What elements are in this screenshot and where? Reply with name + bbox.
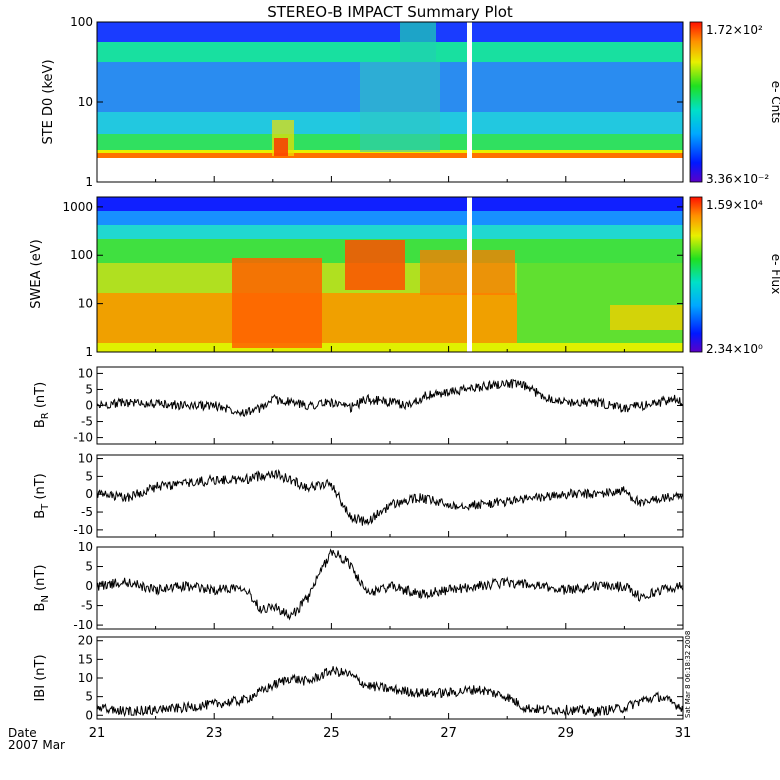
swea-colorbar-min: 2.34×10⁰ <box>706 342 763 356</box>
xtick-label: 23 <box>206 726 223 741</box>
ste-colorbar-label: e- Cnts <box>769 81 780 123</box>
swea-data-gap <box>467 197 472 352</box>
xtick-label: 27 <box>440 726 457 741</box>
ytick-label: 100 <box>70 15 93 29</box>
ytick-label: -5 <box>81 415 93 429</box>
xtick-label: 25 <box>323 726 340 741</box>
panel-swea: 1 10 100 1000 SWEA (eV) 1.59×10⁴ 2.34×10⁰ e… <box>29 196 780 359</box>
ytick-label: -5 <box>81 599 93 613</box>
ste-band-orange <box>97 153 683 158</box>
swea-yticks: 1 10 100 1000 <box>62 200 683 359</box>
bmag-series-line <box>97 666 683 718</box>
swea-hot-1 <box>232 258 322 348</box>
bmag-ylabel: IBI (nT) <box>33 654 48 701</box>
ytick-label: 1 <box>85 345 93 359</box>
swea-band-bottom <box>97 343 683 352</box>
ytick-label: 5 <box>85 560 93 574</box>
ste-data-gap <box>467 22 472 182</box>
ytick-label: 0 <box>85 399 93 413</box>
timestamp-stamp: Sat Mar 8 06:18:32 2008 <box>684 631 692 718</box>
br-yticks: -10 -5 0 5 10 <box>73 366 683 445</box>
ytick-label: 20 <box>78 634 93 648</box>
ytick-label: -10 <box>73 431 93 445</box>
ytick-label: 10 <box>78 540 93 554</box>
ytick-label: -10 <box>73 618 93 632</box>
panel-bn: -10 -5 0 5 10 BN (nT) <box>33 540 684 632</box>
swea-band-top <box>97 197 683 211</box>
br-series-line <box>97 378 683 418</box>
ytick-label: 10 <box>78 297 93 311</box>
date-label: Date <box>8 726 37 740</box>
panel-bt: -10 -5 0 5 10 BT (nT) <box>33 452 684 538</box>
ytick-label: 0 <box>85 487 93 501</box>
panel-br: -10 -5 0 5 10 BR (nT) <box>33 366 684 445</box>
x-axis-ticks: 21 23 25 27 29 31 <box>89 176 692 741</box>
ytick-label: 10 <box>78 95 93 109</box>
br-ylabel: BR (nT) <box>33 382 51 428</box>
xtick-label: 21 <box>89 726 106 741</box>
ytick-label: 0 <box>85 708 93 722</box>
xtick-label: 29 <box>558 726 575 741</box>
ste-colorbar-max: 1.72×10² <box>706 23 763 37</box>
ytick-label: 5 <box>85 690 93 704</box>
bn-series-line <box>97 548 683 621</box>
swea-quiet <box>517 263 683 343</box>
ste-enhancement-core <box>274 138 288 156</box>
swea-hot-2 <box>345 240 405 290</box>
bn-yticks: -10 -5 0 5 10 <box>73 540 683 632</box>
ytick-label: 10 <box>78 671 93 685</box>
ytick-label: -10 <box>73 523 93 537</box>
ste-colorbar <box>689 21 703 183</box>
ytick-label: 0 <box>85 579 93 593</box>
bmag-yticks: 0 5 10 15 20 <box>78 634 683 722</box>
swea-colorbar-max: 1.59×10⁴ <box>706 198 763 212</box>
swea-ylabel: SWEA (eV) <box>29 239 44 308</box>
panel-bmag: 0 5 10 15 20 IBI (nT) Sat Mar 8 06:18:32 200… <box>33 631 692 723</box>
ytick-label: 15 <box>78 652 93 666</box>
bt-series-line <box>97 468 683 526</box>
bt-yticks: -10 -5 0 5 10 <box>73 452 683 537</box>
year-month-label: 2007 Mar <box>8 738 65 752</box>
ste-yticks: 1 10 100 <box>70 15 683 189</box>
swea-colorbar-label: e- Flux <box>769 254 780 294</box>
panel-ste: 1 10 100 STE D0 (keV) 1.72×10² 3.36×10⁻² e… <box>41 15 780 189</box>
ytick-label: 5 <box>85 382 93 396</box>
ytick-label: 1000 <box>62 200 93 214</box>
ste-enhanced-top <box>400 22 436 62</box>
ytick-label: 10 <box>78 452 93 466</box>
ste-colorbar-min: 3.36×10⁻² <box>706 172 769 186</box>
swea-late <box>610 305 683 330</box>
plot-title: STEREO-B IMPACT Summary Plot <box>267 3 513 21</box>
ste-band-mid <box>97 42 683 62</box>
ytick-label: 5 <box>85 469 93 483</box>
ytick-label: 10 <box>78 366 93 380</box>
ste-enhanced-block <box>360 62 440 152</box>
bt-ylabel: BT (nT) <box>33 473 51 519</box>
ytick-label: 100 <box>70 248 93 262</box>
bn-ylabel: BN (nT) <box>33 565 51 612</box>
ste-ylabel: STE D0 (keV) <box>41 59 56 144</box>
ytick-label: 1 <box>85 175 93 189</box>
swea-band-blue <box>97 211 683 225</box>
swea-colorbar <box>689 196 703 353</box>
xtick-label: 31 <box>675 726 692 741</box>
bt-frame <box>96 454 684 538</box>
swea-band-cyan <box>97 225 683 239</box>
ytick-label: -5 <box>81 505 93 519</box>
